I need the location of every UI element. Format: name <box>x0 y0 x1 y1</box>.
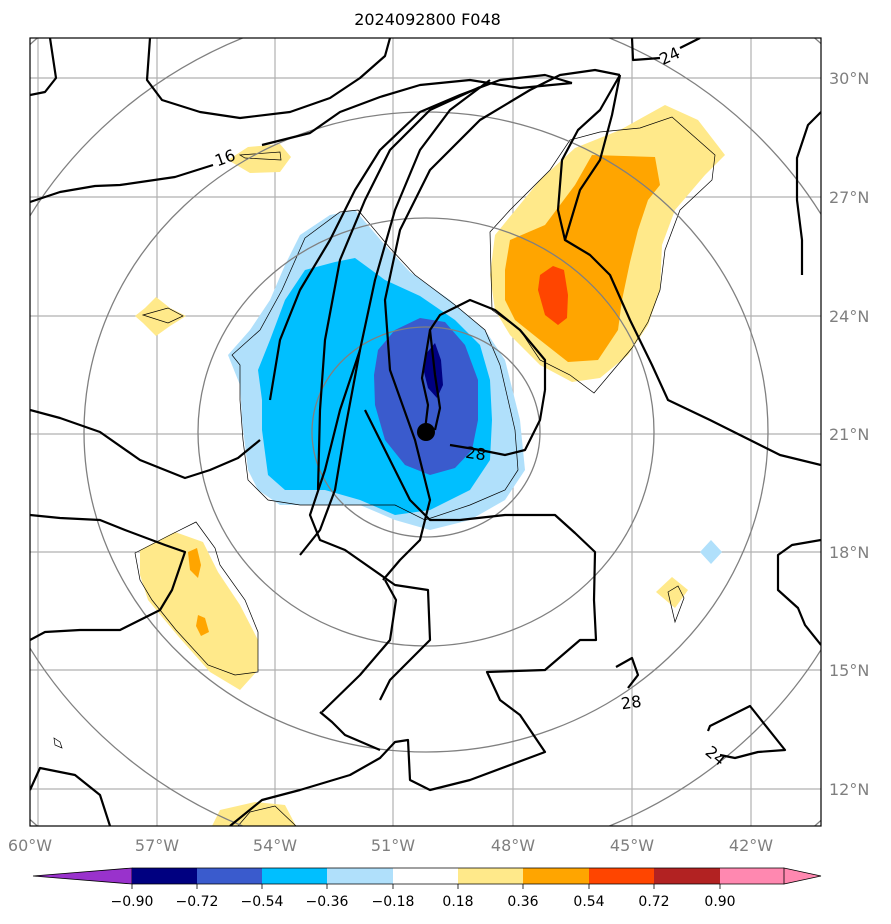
colorbar: −0.90 −0.72 −0.54 −0.36 −0.18 0.18 0.36 … <box>32 867 822 910</box>
lon-label: 54°W <box>253 836 297 855</box>
negative-anomaly-shading <box>228 210 722 564</box>
colorbar-tick-label: 0.18 <box>442 894 473 910</box>
colorbar-tick-label: 0.90 <box>704 894 735 910</box>
colorbar-under-extension <box>32 867 133 885</box>
lon-label: 48°W <box>491 836 535 855</box>
colorbar-tick-label: 0.54 <box>573 894 604 910</box>
lon-label: 42°W <box>729 836 773 855</box>
colorbar-bin <box>523 868 589 884</box>
lon-label: 51°W <box>371 836 415 855</box>
contour-label-28-center: 28 <box>464 443 487 465</box>
map-frame <box>29 37 822 827</box>
lat-label: 12°N <box>829 780 869 799</box>
lat-label: 30°N <box>829 69 869 88</box>
lat-label: 18°N <box>829 543 869 562</box>
longitude-labels: 60°W 57°W 54°W 51°W 48°W 45°W 42°W <box>8 836 773 855</box>
storm-center-marker <box>417 423 435 441</box>
colorbar-tick-label: −0.36 <box>306 894 349 910</box>
map-title: 2024092800 F048 <box>354 10 501 29</box>
lon-label: 45°W <box>610 836 654 855</box>
lon-label: 57°W <box>135 836 179 855</box>
colorbar-tick-label: −0.90 <box>111 894 154 910</box>
colorbar-bin <box>720 868 784 884</box>
colorbar-bin <box>197 868 262 884</box>
colorbar-over-extension <box>783 867 822 885</box>
latitude-labels: 30°N 27°N 24°N 21°N 18°N 15°N 12°N <box>829 69 869 799</box>
colorbar-bin <box>262 868 327 884</box>
lat-label: 15°N <box>829 661 869 680</box>
colorbar-bin <box>589 868 654 884</box>
lat-label: 27°N <box>829 188 869 207</box>
colorbar-tick-label: 0.72 <box>638 894 669 910</box>
colorbar-bin <box>132 868 197 884</box>
colorbar-tick-label: −0.18 <box>372 894 415 910</box>
thick-contours <box>30 38 821 826</box>
lat-label: 24°N <box>829 307 869 326</box>
contour-label-24-north: 24 <box>656 43 682 69</box>
positive-anomaly-shading <box>135 105 725 826</box>
colorbar-bin <box>393 868 458 884</box>
colorbar-bin <box>327 868 393 884</box>
colorbar-tick-label: −0.72 <box>176 894 219 910</box>
lon-label: 60°W <box>8 836 52 855</box>
lat-label: 21°N <box>829 425 869 444</box>
colorbar-tick-label: −0.54 <box>241 894 284 910</box>
contour-label-24-south: 24 <box>702 742 730 770</box>
colorbar-tick-label: 0.36 <box>507 894 538 910</box>
contour-label-28-south: 28 <box>620 692 643 714</box>
colorbar-bin <box>654 868 720 884</box>
colorbar-bin <box>458 868 523 884</box>
